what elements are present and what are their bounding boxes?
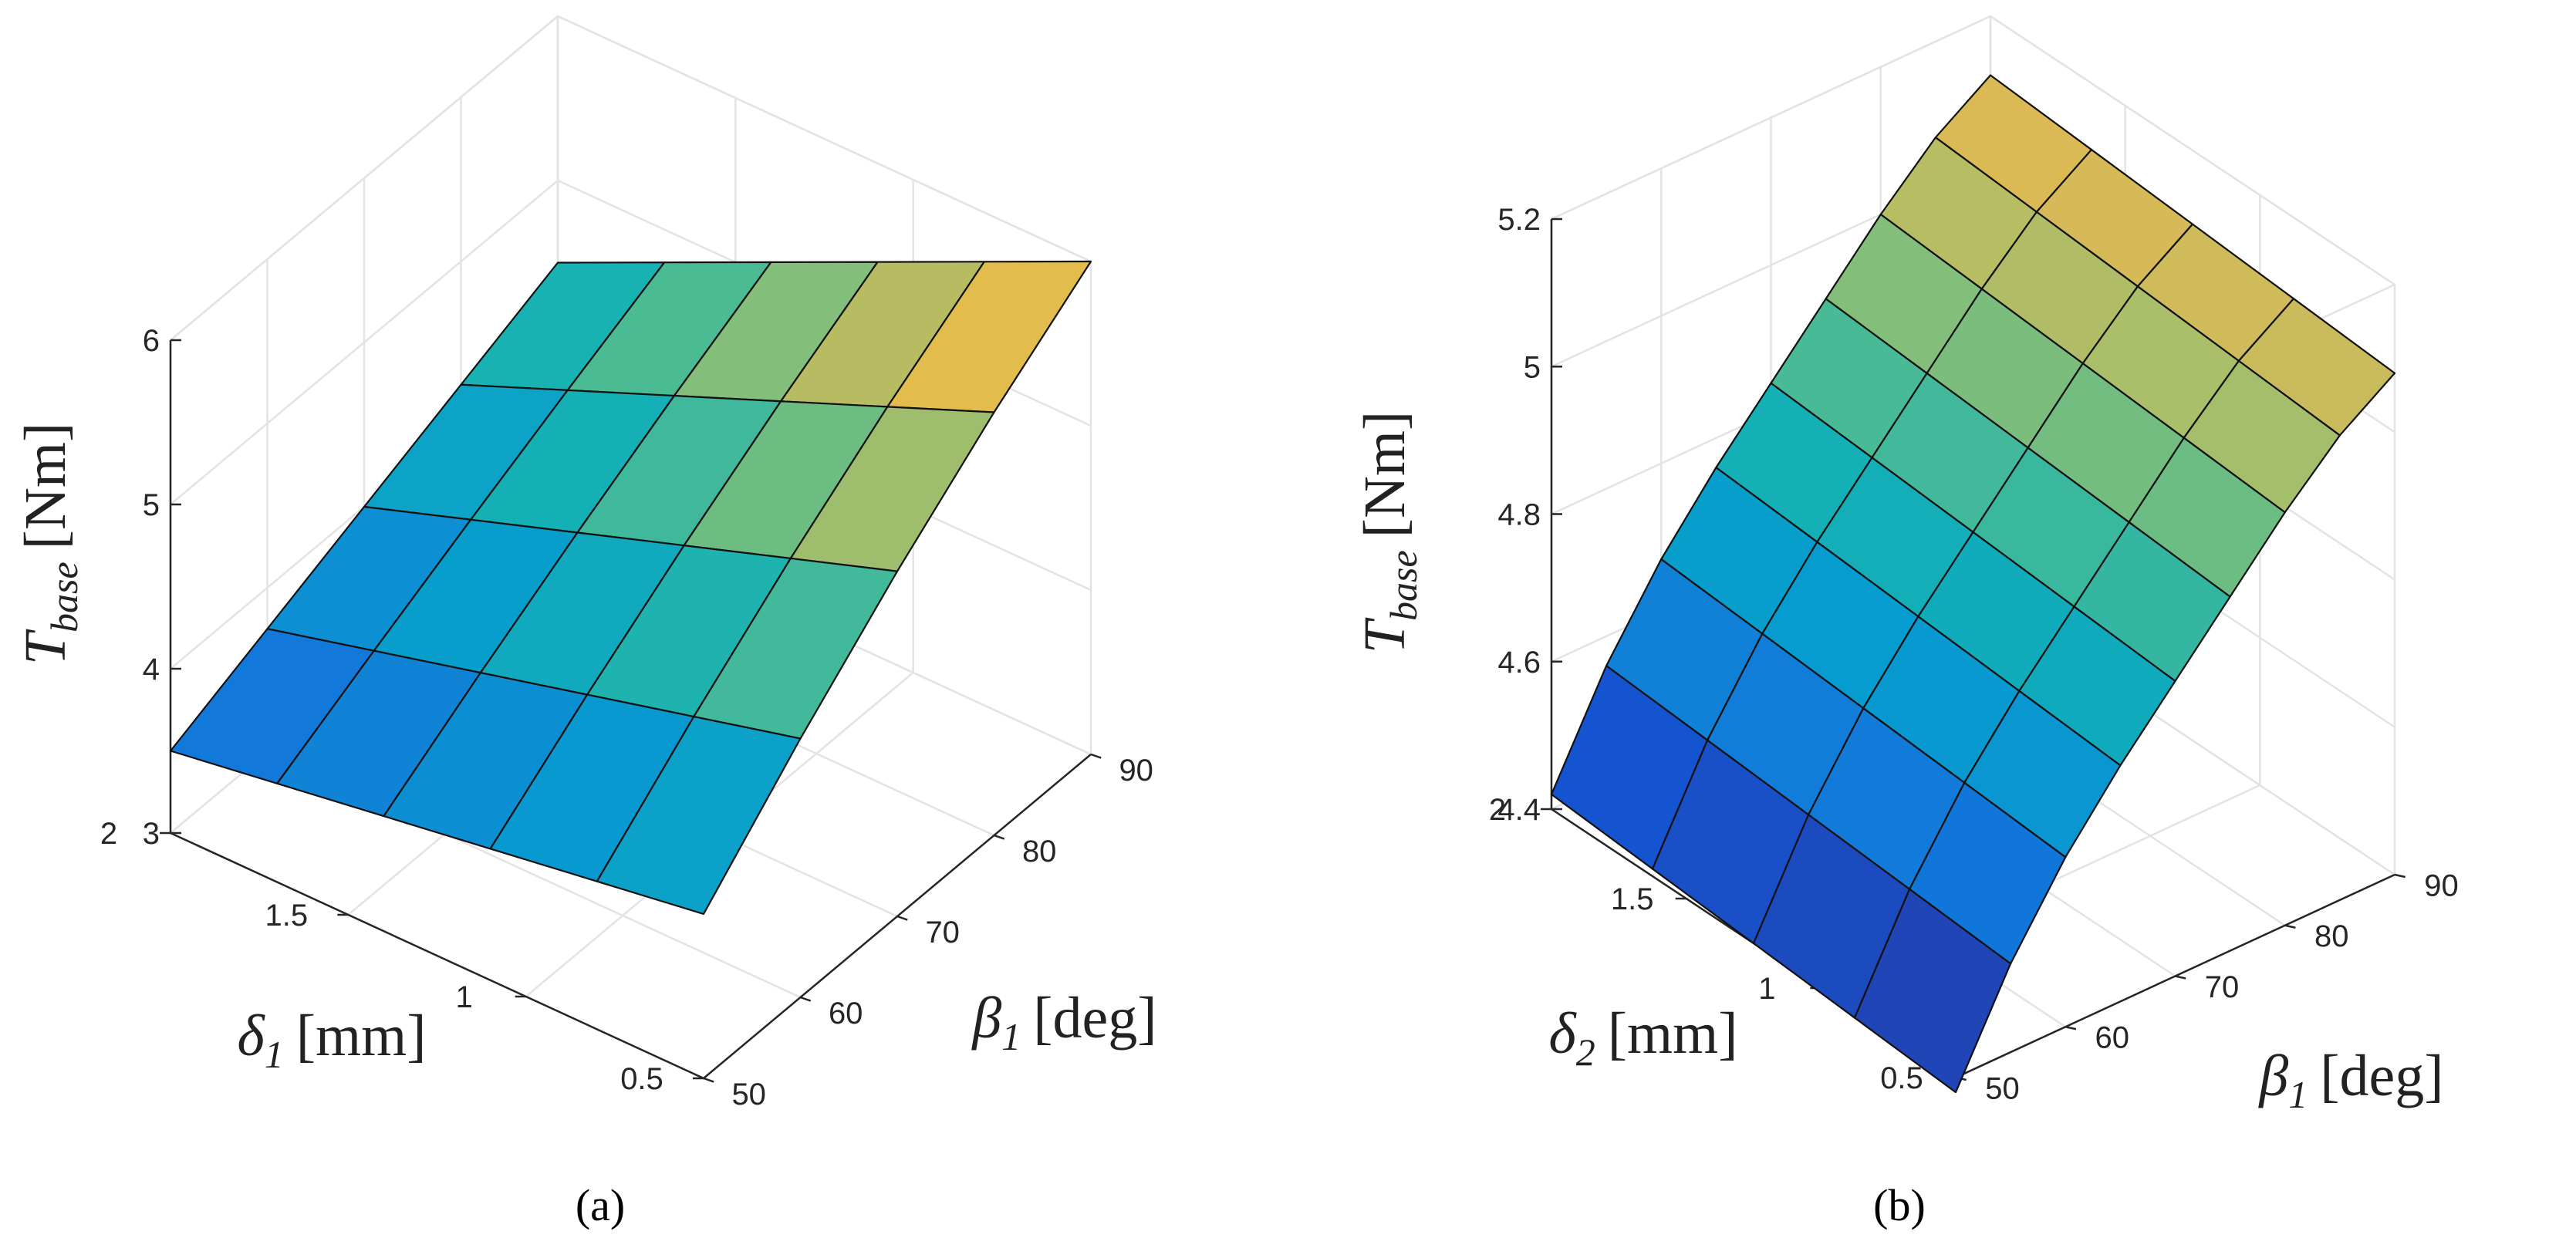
x-tick <box>2065 1026 2077 1030</box>
z-axis-title-symbol: T <box>13 629 78 665</box>
x-tick <box>2175 975 2186 980</box>
x-axis-title-symbol: β <box>2257 1044 2288 1108</box>
z-axis-title-symbol: T <box>1352 617 1417 653</box>
x-tick <box>896 915 908 921</box>
y-axis-title-unit: [mm] <box>1608 1001 1738 1066</box>
z-tick-label: 3 <box>143 817 160 851</box>
z-axis-title-subscript: base <box>1382 550 1425 621</box>
x-axis-title-subscript: 1 <box>1001 1015 1021 1058</box>
panel-b: 50607080900.511.524.44.64.855.2Tbase[Nm]… <box>1352 15 2459 1116</box>
x-tick <box>703 1077 714 1083</box>
z-tick-label: 6 <box>143 324 160 358</box>
y-tick-label: 0.5 <box>1880 1061 1923 1095</box>
surface-patch <box>1853 888 2012 1094</box>
y-axis-title-symbol: δ <box>237 1003 265 1068</box>
z-tick-label: 4.4 <box>1497 793 1541 827</box>
x-tick-label: 90 <box>2424 869 2459 902</box>
x-tick-label: 70 <box>925 916 960 949</box>
x-tick <box>2394 873 2406 879</box>
x-tick-label: 60 <box>2095 1021 2130 1055</box>
x-tick <box>1090 753 1102 759</box>
z-tick-label: 4.6 <box>1497 646 1541 680</box>
surface-patch <box>596 715 802 916</box>
y-tick-label: 1.5 <box>265 899 309 933</box>
x-axis-title-subscript: 1 <box>2288 1073 2308 1116</box>
y-axis-title-unit: [mm] <box>296 1003 427 1068</box>
z-tick-label: 5 <box>143 488 160 522</box>
y-axis-title-subscript: 2 <box>1576 1030 1595 1074</box>
caption-b: (b) <box>1873 1180 1926 1230</box>
z-axis-title-unit: [Nm] <box>13 423 78 550</box>
z-gridline <box>1551 15 2395 286</box>
x-tick-label: 80 <box>1022 835 1057 869</box>
y-tick-label: 1 <box>1758 972 1775 1006</box>
y-axis-title: δ1 [mm] <box>237 1003 426 1076</box>
axis-line <box>170 831 704 1080</box>
x-tick <box>994 834 1005 840</box>
x-tick <box>800 996 812 1002</box>
x-tick-label: 60 <box>829 997 863 1030</box>
y-axis-title: δ2 [mm] <box>1548 1001 1737 1074</box>
y-tick-label: 0.5 <box>620 1062 663 1096</box>
x-axis-title: β1 [deg] <box>971 986 1156 1058</box>
axes: 50 60 70 80 90 0.5 1 1.5 2 3 4 5 6 <box>100 324 1153 1111</box>
y-tick-label: 1.5 <box>1611 882 1654 916</box>
z-tick-label: 4 <box>143 653 160 686</box>
y-axis-title-subscript: 1 <box>265 1033 284 1076</box>
y-tick-label: 2 <box>100 817 117 851</box>
x-tick-label: 50 <box>731 1078 766 1111</box>
x-tick-label: 50 <box>1985 1071 2020 1105</box>
x-axis-title-symbol: β <box>971 986 1001 1051</box>
surface <box>1550 74 2396 1094</box>
z-axis-title: Tbase [Nm] <box>13 423 86 666</box>
x-axis-title-unit: [deg] <box>1033 986 1156 1051</box>
x-tick <box>2284 924 2296 929</box>
y-tick-label: 1 <box>456 980 473 1014</box>
z-axis-title-unit: [Nm] <box>1352 411 1417 538</box>
x-tick-label: 70 <box>2205 970 2240 1004</box>
surface <box>169 260 1092 916</box>
x-tick-label: 80 <box>2314 919 2349 953</box>
x-tick-label: 90 <box>1119 754 1153 788</box>
caption-a: (a) <box>576 1180 625 1230</box>
z-axis-title-subscript: base <box>42 562 86 632</box>
x-axis-title-unit: [deg] <box>2320 1044 2443 1108</box>
z-axis-title: Tbase [Nm] <box>1352 411 1425 654</box>
z-gridline <box>170 15 1092 341</box>
y-tick-label: 2 <box>1489 793 1506 827</box>
z-tick-label: 5.2 <box>1497 203 1541 237</box>
x-axis-title: β1 [deg] <box>2257 1044 2443 1116</box>
z-tick-label: 4.8 <box>1497 498 1541 532</box>
y-axis-title-symbol: δ <box>1548 1001 1577 1066</box>
z-tick-label: 5 <box>1524 350 1541 384</box>
